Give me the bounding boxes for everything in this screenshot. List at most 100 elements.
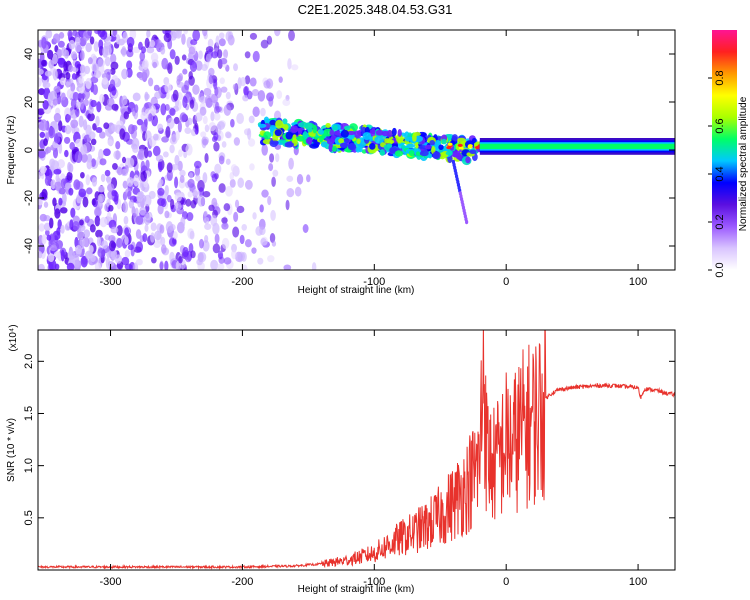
- spectrogram-band-cell: [297, 121, 308, 128]
- spectrogram-band-cell: [332, 145, 337, 152]
- spectrogram-noise-cell: [169, 49, 176, 60]
- snr-series: [38, 330, 675, 570]
- spectrogram-band-cell: [274, 129, 282, 137]
- x-tick-label: 100: [629, 276, 647, 288]
- spectrogram-noise-cell: [172, 231, 178, 240]
- spectrogram-noise-cell: [269, 232, 276, 243]
- spectrogram-band-cell: [369, 142, 376, 150]
- spectrogram-noise-cell: [144, 224, 149, 232]
- colorbar-tick-label: 0.6: [714, 118, 726, 133]
- spectrogram-noise-cell: [49, 217, 54, 229]
- spectrogram-noise-cell: [86, 159, 92, 170]
- spectrogram-noise-cell: [41, 188, 48, 200]
- spectrogram-noise-cell: [127, 190, 132, 200]
- spectrogram-noise-cell: [140, 160, 146, 172]
- spectrogram-noise-cell: [166, 117, 175, 129]
- spectrogram-noise-cell: [99, 158, 107, 166]
- y-tick-label: -20: [23, 190, 35, 206]
- spectrogram-noise-cell: [166, 169, 173, 182]
- spectrogram-noise-cell: [74, 60, 81, 69]
- spectrogram-noise-cell: [152, 145, 161, 157]
- spectrogram-noise-cell: [45, 30, 53, 39]
- spectrogram-noise-cell: [39, 119, 48, 132]
- spectrogram-noise-cell: [239, 234, 245, 245]
- spectrogram-noise-cell: [41, 234, 47, 245]
- spectrogram-noise-cell: [59, 77, 66, 86]
- spectrogram-noise-cell: [96, 101, 102, 113]
- spectrogram-noise-cell: [103, 40, 112, 50]
- colorbar-tick-label: 0.0: [714, 262, 726, 277]
- spectrogram-tone-band: [479, 143, 675, 150]
- colorbar-tick-label: 0.8: [714, 70, 726, 85]
- spectrogram-noise-cell: [169, 107, 176, 116]
- spectrogram-noise-cell: [162, 151, 169, 158]
- spectrogram-noise-cell: [54, 122, 59, 134]
- spectrogram-noise-cell: [149, 39, 156, 48]
- spectrogram-noise-cell: [157, 187, 165, 196]
- spectrogram-noise-cell: [179, 112, 187, 123]
- spectrogram-noise-cell: [141, 121, 148, 133]
- spectrogram-noise-cell: [52, 98, 59, 106]
- spectrogram-noise-cell: [211, 51, 219, 59]
- spectrogram-cells: [38, 30, 675, 270]
- spectrogram-noise-cell: [240, 76, 246, 87]
- spectrogram-noise-cell: [237, 177, 245, 189]
- spectrogram-noise-cell: [192, 84, 200, 95]
- spectrogram-noise-cell: [163, 32, 172, 43]
- spectrogram-noise-cell: [86, 187, 93, 195]
- spectrogram-noise-cell: [195, 174, 201, 182]
- spectrogram-noise-cell: [77, 92, 86, 100]
- spectrogram-noise-cell: [160, 244, 167, 254]
- spectrogram-noise-cell: [271, 240, 277, 247]
- spectrogram-noise-cell: [74, 150, 83, 163]
- spectrogram-noise-cell: [210, 111, 215, 122]
- spectrogram-noise-cell: [183, 30, 189, 35]
- spectrogram-noise-cell: [140, 170, 147, 182]
- spectrogram-band-cell: [328, 143, 334, 152]
- x-tick-label: 0: [503, 576, 509, 588]
- spectrogram-noise-cell: [215, 106, 222, 113]
- spectrogram-noise-cell: [218, 155, 225, 165]
- spectrogram-band-cell: [406, 143, 416, 148]
- spectrogram-noise-cell: [174, 154, 180, 166]
- spectrogram-noise-cell: [83, 229, 91, 239]
- spectrogram-noise-cell: [87, 112, 95, 122]
- spectrogram-noise-cell: [196, 258, 203, 266]
- spectrogram-band-cell: [279, 138, 286, 144]
- spectrogram-noise-cell: [184, 127, 192, 135]
- spectrogram-noise-cell: [48, 59, 54, 69]
- spectrogram-noise-cell: [212, 243, 221, 254]
- spectrogram-noise-cell: [128, 199, 135, 209]
- spectrogram-noise-cell: [48, 259, 57, 270]
- spectrogram-noise-cell: [202, 138, 209, 146]
- spectrogram-noise-cell: [188, 75, 195, 86]
- spectrogram-noise-cell: [90, 254, 96, 263]
- spectrogram-noise-cell: [56, 227, 61, 236]
- spectrogram-noise-cell: [135, 258, 143, 266]
- spectrogram-noise-cell: [67, 30, 73, 38]
- spectrogram-band-cell: [394, 150, 404, 157]
- spectrogram-noise-cell: [38, 58, 43, 68]
- spectrogram-noise-cell: [171, 164, 179, 171]
- spectrogram-noise-cell: [64, 149, 69, 158]
- spectrogram-noise-cell: [52, 33, 61, 44]
- spectrogram-noise-cell: [72, 91, 79, 101]
- spectrogram-noise-cell: [46, 49, 54, 60]
- spectrogram-noise-cell: [68, 39, 76, 50]
- spectrogram-noise-cell: [126, 60, 133, 70]
- spectrogram-noise-cell: [291, 64, 299, 71]
- spectrogram-noise-cell: [131, 206, 136, 216]
- spectrogram-noise-cell: [276, 90, 283, 99]
- spectrogram-noise-cell: [80, 255, 88, 268]
- snr-axis-ticks: -300 -200 -100 0 100 0.5 1.0 1.5 2.0: [23, 330, 675, 588]
- spectrogram-noise-cell: [92, 84, 98, 96]
- spectrogram-noise-cell: [165, 221, 174, 233]
- spectrogram-noise-cell: [171, 133, 177, 143]
- spectrogram-noise-cell: [236, 205, 245, 214]
- y-tick-label: 20: [23, 96, 35, 108]
- spectrogram-noise-cell: [95, 115, 100, 127]
- spectrogram-noise-cell: [70, 119, 79, 129]
- spectrogram-noise-cell: [111, 103, 119, 111]
- spectrogram-noise-cell: [204, 216, 210, 225]
